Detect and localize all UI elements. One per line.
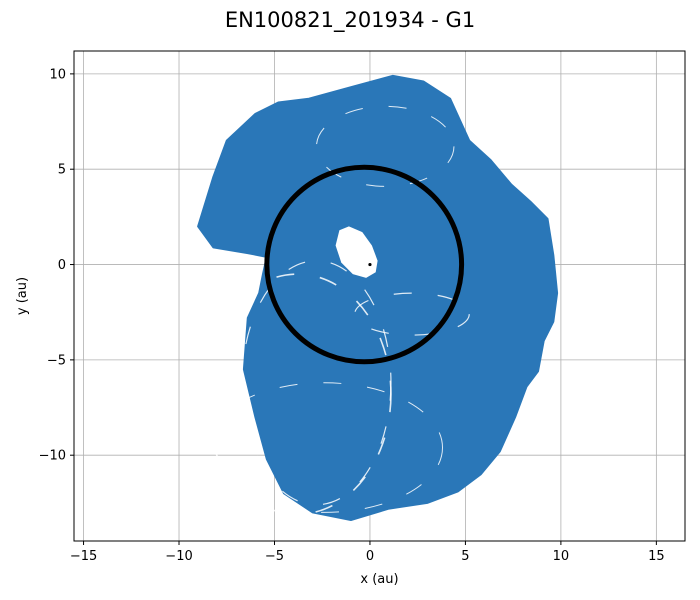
x-tick-label: 10 — [553, 549, 570, 564]
y-tick-label: −5 — [47, 353, 66, 368]
x-tick-label: −10 — [165, 549, 192, 564]
inner-hole — [335, 226, 378, 278]
x-tick-label: −5 — [265, 549, 284, 564]
orbit-cloud — [197, 74, 559, 521]
orbit-gap — [205, 382, 444, 513]
orbit-gap — [241, 260, 392, 506]
orbit-gap — [315, 105, 455, 187]
plot-frame — [73, 50, 686, 542]
x-tick-label: 0 — [366, 549, 374, 564]
reference-orbit-circle — [264, 164, 465, 365]
x-tick-label: −15 — [70, 549, 97, 564]
x-tick-label: 5 — [461, 549, 469, 564]
y-axis-label: y (au) — [15, 277, 30, 315]
y-tick-label: 5 — [58, 163, 66, 178]
chart-title: EN100821_201934 - G1 — [224, 8, 476, 32]
x-axis-label: x (au) — [360, 572, 398, 587]
central-star-marker — [368, 262, 372, 267]
y-tick-label: −10 — [39, 449, 66, 464]
orbit-gap — [354, 292, 470, 336]
y-tick-label: 10 — [49, 67, 66, 82]
y-tick-label: 0 — [58, 258, 66, 273]
x-tick-label: 15 — [648, 549, 665, 564]
